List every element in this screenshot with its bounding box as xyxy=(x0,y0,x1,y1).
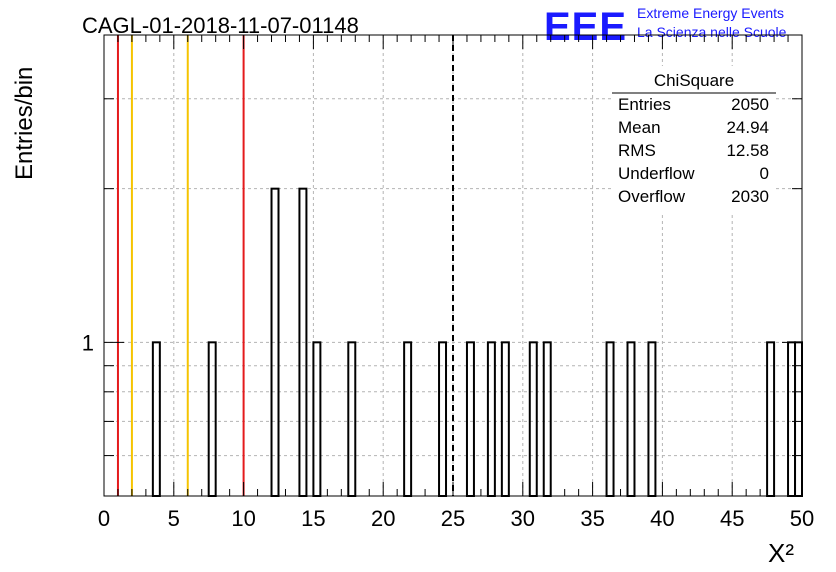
y-axis-label: Entries/bin xyxy=(11,67,38,180)
x-tick-label: 45 xyxy=(720,506,744,531)
stats-rms-label: RMS xyxy=(618,141,656,160)
x-tick-label: 40 xyxy=(650,506,674,531)
stats-rms-value: 12.58 xyxy=(726,141,769,160)
stats-underflow-label: Underflow xyxy=(618,164,695,183)
x-tick-label: 25 xyxy=(441,506,465,531)
x-tick-label: 20 xyxy=(371,506,395,531)
stats-entries-label: Entries xyxy=(618,95,671,114)
x-tick-label: 10 xyxy=(231,506,255,531)
eee-logo: EEE xyxy=(544,5,627,49)
x-axis-label: X² xyxy=(768,538,794,568)
stats-box-background xyxy=(612,66,776,214)
stats-overflow-value: 2030 xyxy=(731,187,769,206)
chart-title: CAGL-01-2018-11-07-01148 xyxy=(82,13,359,38)
x-tick-label: 0 xyxy=(98,506,110,531)
stats-entries-value: 2050 xyxy=(731,95,769,114)
stats-box: ChiSquare Entries 2050 Mean 24.94 RMS 12… xyxy=(612,66,776,214)
eee-logo-line1: Extreme Energy Events xyxy=(637,5,784,21)
plot-frame xyxy=(103,34,803,497)
eee-logo-line2: La Scienza nelle Scuole xyxy=(637,24,787,40)
x-tick-label: 5 xyxy=(168,506,180,531)
stats-mean-value: 24.94 xyxy=(726,118,769,137)
stats-underflow-value: 0 xyxy=(760,164,769,183)
stats-overflow-label: Overflow xyxy=(618,187,686,206)
x-tick-label: 50 xyxy=(790,506,814,531)
x-tick-label: 15 xyxy=(301,506,325,531)
reference-lines xyxy=(116,35,454,496)
x-tick-label: 35 xyxy=(580,506,604,531)
y-tick-label: 1 xyxy=(82,330,94,355)
stats-mean-label: Mean xyxy=(618,118,661,137)
stats-box-title: ChiSquare xyxy=(654,71,734,90)
axis-ticks: 0 5 10 15 20 25 30 35 40 45 50 1 xyxy=(82,34,814,531)
x-tick-label: 30 xyxy=(511,506,535,531)
